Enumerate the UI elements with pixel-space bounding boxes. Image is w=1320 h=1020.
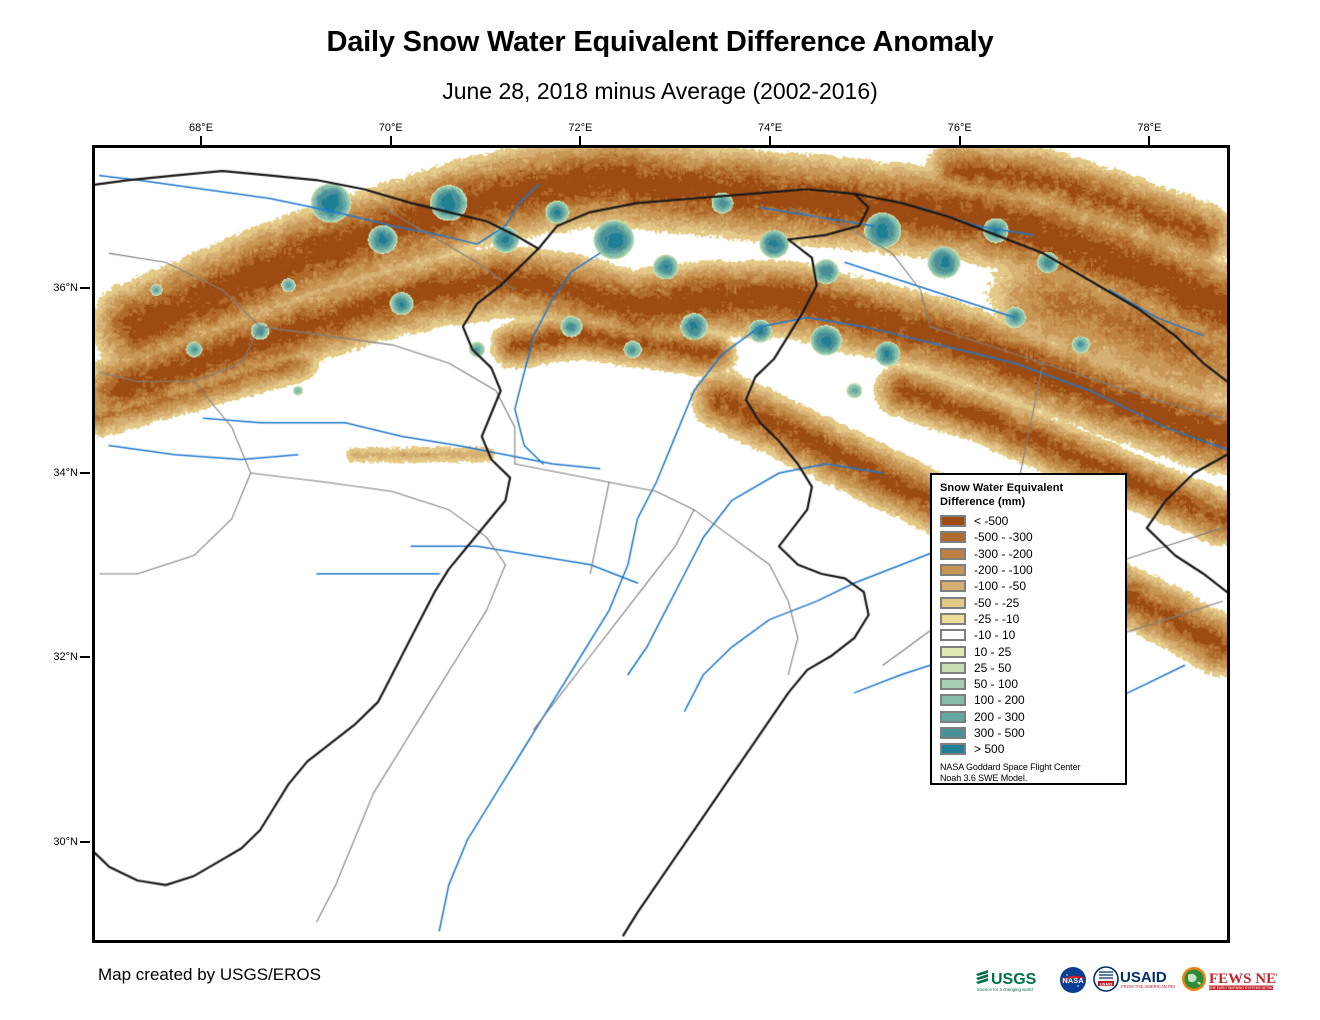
- legend-swatch: [940, 515, 966, 528]
- legend-class-row: 300 - 500: [940, 725, 1119, 741]
- page-title: Daily Snow Water Equivalent Difference A…: [326, 26, 994, 58]
- legend-source-line1: NASA Goddard Space Flight Center: [940, 762, 1081, 773]
- lon-tick-mark: [769, 136, 772, 145]
- lon-tick-mark: [389, 136, 392, 145]
- legend-class-row: -300 - -200: [940, 546, 1119, 562]
- legend-swatch: [940, 727, 966, 739]
- lon-tick-label: 70°E: [378, 122, 403, 134]
- legend-class-label: -25 - -10: [974, 611, 1020, 626]
- legend-swatch: [940, 564, 966, 577]
- legend-swatch: [940, 661, 966, 674]
- lon-tick-label: 72°E: [568, 122, 593, 134]
- legend-class-row: < -500: [940, 513, 1119, 529]
- logo-strip: USGS science for a changing world NASA U…: [975, 962, 1286, 1002]
- lat-tick-label: 34°N: [53, 466, 78, 479]
- legend-class-row: 50 - 100: [940, 676, 1119, 692]
- svg-text:science for a changing world: science for a changing world: [977, 987, 1033, 992]
- lat-tick-label: 32°N: [53, 651, 78, 663]
- legend-class-label: -300 - -200: [974, 546, 1033, 561]
- legend-class-row: -25 - -10: [940, 611, 1119, 627]
- legend-swatch: [940, 678, 966, 691]
- svg-text:FEWS NET: FEWS NET: [1209, 971, 1277, 987]
- legend-swatch: [940, 612, 966, 625]
- lon-tick-mark: [1148, 136, 1151, 145]
- legend-class-row: 200 - 300: [940, 709, 1119, 725]
- legend-swatch: [940, 547, 966, 560]
- legend-title: Snow Water Equivalent Difference (mm): [940, 482, 1119, 509]
- legend-class-row: 100 - 200: [940, 692, 1119, 708]
- legend-source: NASA Goddard Space Flight Center Noah 3.…: [940, 762, 1119, 784]
- legend-class-row: -10 - 10: [940, 627, 1119, 643]
- legend-source-line2: Noah 3.6 SWE Model.: [940, 773, 1028, 784]
- legend-class-label: -10 - 10: [974, 628, 1016, 643]
- legend-class-label: -50 - -25: [974, 595, 1020, 610]
- nasa-logo: NASA: [1059, 966, 1087, 999]
- legend-class-label: 10 - 25: [974, 644, 1012, 659]
- legend-class-label: 200 - 300: [974, 709, 1025, 724]
- legend-title-line2: Difference (mm): [940, 495, 1026, 508]
- lon-tick-label: 74°E: [758, 122, 783, 134]
- legend-class-row: -50 - -25: [940, 594, 1119, 610]
- legend-swatch: [940, 629, 966, 642]
- legend-class-list: < -500 -500 - -300 -300 - -200 -200 - -100-…: [940, 513, 1119, 757]
- lon-tick-mark: [579, 136, 582, 145]
- legend-class-label: 50 - 100: [974, 677, 1019, 692]
- legend-class-label: 100 - 200: [974, 693, 1025, 708]
- legend-title-line1: Snow Water Equivalent: [940, 482, 1064, 494]
- legend-class-label: > 500: [974, 742, 1005, 757]
- legend-swatch: [940, 694, 966, 707]
- lat-tick-mark: [80, 471, 90, 474]
- legend-class-row: -100 - -50: [940, 578, 1119, 594]
- legend-class-label: 300 - 500: [974, 726, 1025, 740]
- svg-text:USAID: USAID: [1100, 981, 1113, 986]
- legend-class-label: -100 - -50: [974, 579, 1027, 594]
- lon-tick-mark: [200, 136, 203, 145]
- svg-text:USGS: USGS: [991, 971, 1037, 988]
- lat-tick-mark: [80, 656, 90, 658]
- usgs-logo: USGS science for a changing world: [975, 967, 1053, 998]
- lat-tick-mark: [80, 286, 90, 289]
- legend-class-row: -200 - -100: [940, 562, 1119, 578]
- legend-class-row: > 500: [940, 741, 1119, 757]
- legend-panel: Snow Water Equivalent Difference (mm) < …: [930, 473, 1127, 785]
- svg-text:FROM THE AMERICAN PEOPLE: FROM THE AMERICAN PEOPLE: [1121, 984, 1175, 989]
- svg-text:FAMINE EARLY WARNING SYSTEMS N: FAMINE EARLY WARNING SYSTEMS NETWORK: [1204, 986, 1277, 990]
- legend-class-row: 10 - 25: [940, 643, 1119, 659]
- usaid-logo: USAID USAID FROM THE AMERICAN PEOPLE: [1093, 965, 1186, 999]
- lat-tick-mark: [80, 840, 90, 843]
- lon-tick-label: 76°E: [947, 122, 972, 134]
- legend-class-label: < -500: [974, 514, 1009, 529]
- legend-class-row: -500 - -300: [940, 529, 1119, 545]
- legend-class-label: 25 - 50: [974, 660, 1012, 675]
- lon-tick-mark: [958, 136, 961, 145]
- svg-text:USAID: USAID: [1120, 969, 1167, 986]
- page-subtitle: June 28, 2018 minus Average (2002-2016): [442, 78, 878, 104]
- legend-swatch: [940, 531, 966, 544]
- legend-swatch: [940, 743, 966, 756]
- map-credit: Map created by USGS/EROS: [98, 965, 321, 984]
- lat-tick-label: 30°N: [53, 835, 78, 848]
- lat-tick-label: 36°N: [53, 281, 78, 294]
- legend-class-label: -500 - -300: [974, 530, 1033, 545]
- legend-swatch: [940, 596, 966, 609]
- legend-swatch: [940, 645, 966, 658]
- lon-tick-label: 68°E: [189, 122, 214, 134]
- legend-class-label: -200 - -100: [974, 563, 1033, 578]
- legend-swatch: [940, 710, 966, 723]
- legend-swatch: [940, 580, 966, 593]
- svg-text:NASA: NASA: [1062, 976, 1084, 985]
- fewsnet-logo: FEWS NET FAMINE EARLY WARNING SYSTEMS NE…: [1181, 966, 1286, 999]
- lon-tick-label: 78°E: [1137, 122, 1162, 134]
- legend-class-row: 25 - 50: [940, 660, 1119, 676]
